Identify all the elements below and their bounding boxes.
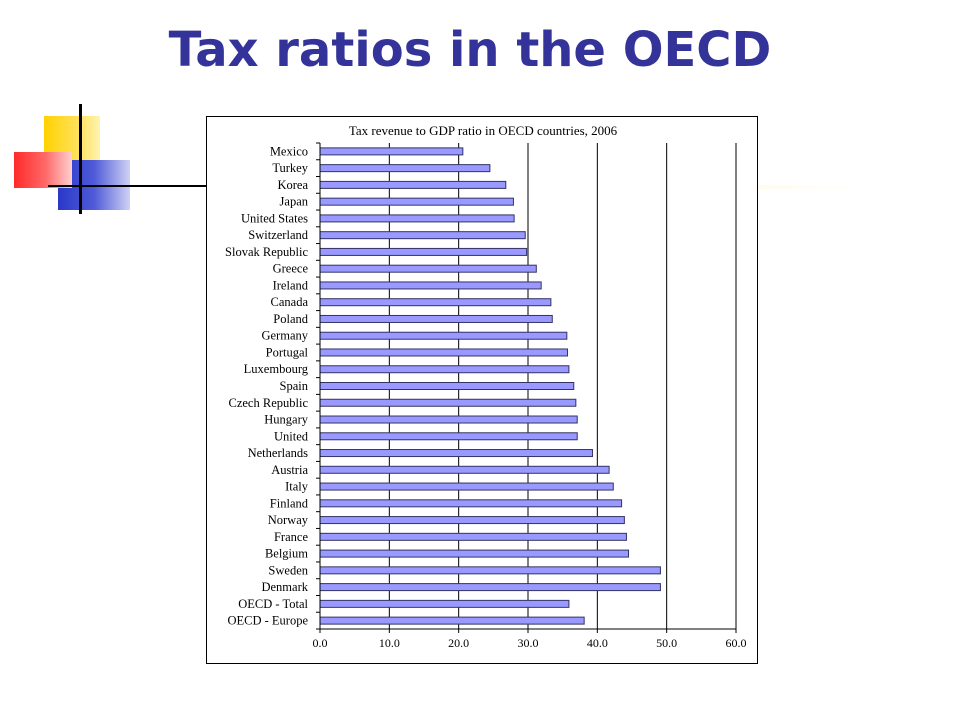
bar xyxy=(319,147,464,156)
category-label: Canada xyxy=(271,295,309,309)
decorative-horizontal-line xyxy=(48,185,208,187)
category-label: Finland xyxy=(270,496,309,510)
bar-chart: Tax revenue to GDP ratio in OECD countri… xyxy=(225,123,747,650)
category-label: Ireland xyxy=(273,278,309,292)
category-label: Norway xyxy=(268,513,309,527)
decorative-vertical-line xyxy=(79,104,82,214)
decorative-red-square xyxy=(14,152,72,188)
bar xyxy=(319,214,515,223)
category-label: Mexico xyxy=(270,144,308,158)
bar xyxy=(319,298,552,307)
x-tick-label: 30.0 xyxy=(518,636,539,650)
category-label: United xyxy=(274,429,309,443)
x-tick-label: 0.0 xyxy=(313,636,328,650)
bar xyxy=(319,247,528,256)
x-tick-labels: 0.0 10.0 20.0 30.0 40.0 50.0 60.0 xyxy=(313,636,747,650)
bar xyxy=(319,432,578,441)
category-label: Slovak Republic xyxy=(225,245,308,259)
x-tick-label: 50.0 xyxy=(656,636,677,650)
category-label: Czech Republic xyxy=(229,396,309,410)
category-label: Italy xyxy=(285,480,309,494)
category-label: Germany xyxy=(261,329,308,343)
bar xyxy=(319,281,542,290)
bar xyxy=(319,231,526,240)
category-label: Korea xyxy=(277,178,308,192)
bar xyxy=(319,197,514,206)
category-label: Japan xyxy=(280,195,309,209)
category-label: OECD - Europe xyxy=(227,614,308,628)
bar xyxy=(319,549,630,558)
bar xyxy=(319,516,625,525)
category-label: Turkey xyxy=(272,161,308,175)
bar xyxy=(319,331,568,340)
x-tick-label: 60.0 xyxy=(726,636,747,650)
bars xyxy=(319,147,661,625)
category-label: Sweden xyxy=(268,563,308,577)
category-label: Switzerland xyxy=(248,228,308,242)
x-tick-label: 40.0 xyxy=(587,636,608,650)
category-label: United States xyxy=(241,211,308,225)
x-tick-label: 20.0 xyxy=(448,636,469,650)
bar xyxy=(319,382,575,390)
bar xyxy=(319,482,614,491)
category-label: Austria xyxy=(271,463,308,477)
category-label: Denmark xyxy=(261,580,308,594)
x-tick-label: 10.0 xyxy=(379,636,400,650)
bar xyxy=(319,465,610,474)
chart-container: Tax revenue to GDP ratio in OECD countri… xyxy=(206,116,758,664)
bar xyxy=(319,566,661,575)
category-label: Belgium xyxy=(265,547,308,561)
bar xyxy=(319,616,585,625)
bar xyxy=(319,164,491,173)
category-labels: Mexico Turkey Korea Japan United States Switz… xyxy=(225,144,309,627)
category-label: OECD - Total xyxy=(238,597,308,611)
category-label: Poland xyxy=(273,312,308,326)
bar xyxy=(319,180,507,189)
category-label: Netherlands xyxy=(248,446,309,460)
bar xyxy=(319,365,570,374)
category-label: Greece xyxy=(273,262,309,276)
category-label: Hungary xyxy=(264,413,308,427)
category-label: France xyxy=(274,530,308,544)
bar xyxy=(319,499,623,508)
bar xyxy=(319,314,553,323)
bar xyxy=(319,348,569,357)
category-label: Portugal xyxy=(266,345,309,359)
bar xyxy=(319,599,570,608)
category-label: Spain xyxy=(280,379,309,393)
bar xyxy=(319,583,661,592)
axes xyxy=(316,142,737,633)
slide-title: Tax ratios in the OECD xyxy=(168,22,772,78)
chart-title: Tax revenue to GDP ratio in OECD countri… xyxy=(349,123,618,138)
bar xyxy=(319,449,593,458)
bar xyxy=(319,415,578,424)
bar xyxy=(319,398,577,407)
bar xyxy=(319,532,627,541)
bar xyxy=(319,264,537,273)
category-label: Luxembourg xyxy=(244,362,309,376)
